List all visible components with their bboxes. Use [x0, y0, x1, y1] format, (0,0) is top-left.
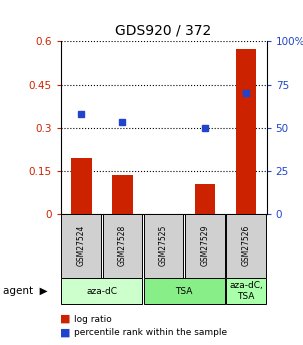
Text: GSM27529: GSM27529: [200, 225, 209, 266]
Bar: [144, 214, 183, 278]
Text: TSA: TSA: [175, 287, 193, 296]
Bar: [226, 278, 266, 304]
Bar: [112, 175, 133, 214]
Text: GSM27524: GSM27524: [77, 225, 86, 266]
Text: aza-dC,
TSA: aza-dC, TSA: [229, 282, 263, 301]
Bar: [226, 214, 266, 278]
Text: GSM27525: GSM27525: [159, 225, 168, 266]
Bar: [62, 214, 101, 278]
Bar: [144, 278, 225, 304]
Bar: [62, 278, 142, 304]
Text: GSM27526: GSM27526: [241, 225, 251, 266]
Bar: [236, 49, 256, 214]
Text: ■: ■: [60, 328, 70, 338]
Text: percentile rank within the sample: percentile rank within the sample: [74, 328, 227, 337]
Text: ■: ■: [60, 314, 70, 324]
Text: log ratio: log ratio: [74, 315, 112, 324]
Bar: [103, 214, 142, 278]
Text: GSM27528: GSM27528: [118, 225, 127, 266]
Text: aza-dC: aza-dC: [86, 287, 117, 296]
Bar: [195, 184, 215, 214]
Text: agent  ▶: agent ▶: [3, 286, 48, 296]
Bar: [71, 158, 92, 214]
Title: GDS920 / 372: GDS920 / 372: [115, 23, 212, 38]
Bar: [185, 214, 225, 278]
